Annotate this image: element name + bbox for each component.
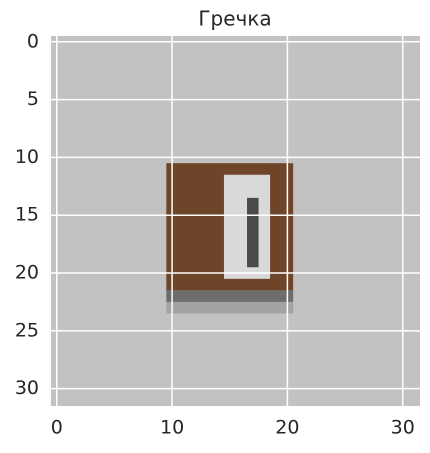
y-tick-label: 15	[15, 204, 39, 226]
x-tick-label: 20	[275, 417, 299, 439]
chart-title: Гречка	[198, 7, 271, 31]
pixel-region	[247, 197, 259, 268]
y-tick-label: 20	[15, 262, 39, 284]
x-tick-label: 0	[51, 417, 63, 439]
pixel-region	[166, 290, 294, 302]
pixel-region	[166, 301, 294, 314]
y-tick-label: 30	[15, 377, 39, 399]
y-tick-label: 0	[27, 30, 39, 52]
x-tick-label: 10	[160, 417, 184, 439]
y-tick-label: 25	[15, 319, 39, 341]
y-tick-label: 5	[27, 88, 39, 110]
y-tick-label: 10	[15, 146, 39, 168]
x-tick-label: 30	[391, 417, 415, 439]
